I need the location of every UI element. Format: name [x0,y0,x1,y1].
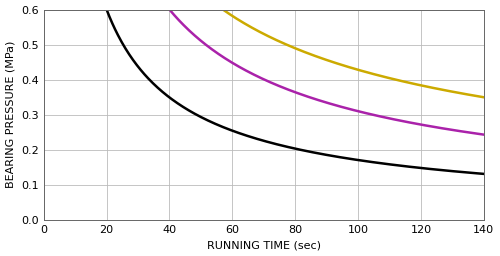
Y-axis label: BEARING PRESSURE (MPa): BEARING PRESSURE (MPa) [6,41,16,188]
X-axis label: RUNNING TIME (sec): RUNNING TIME (sec) [207,240,321,250]
